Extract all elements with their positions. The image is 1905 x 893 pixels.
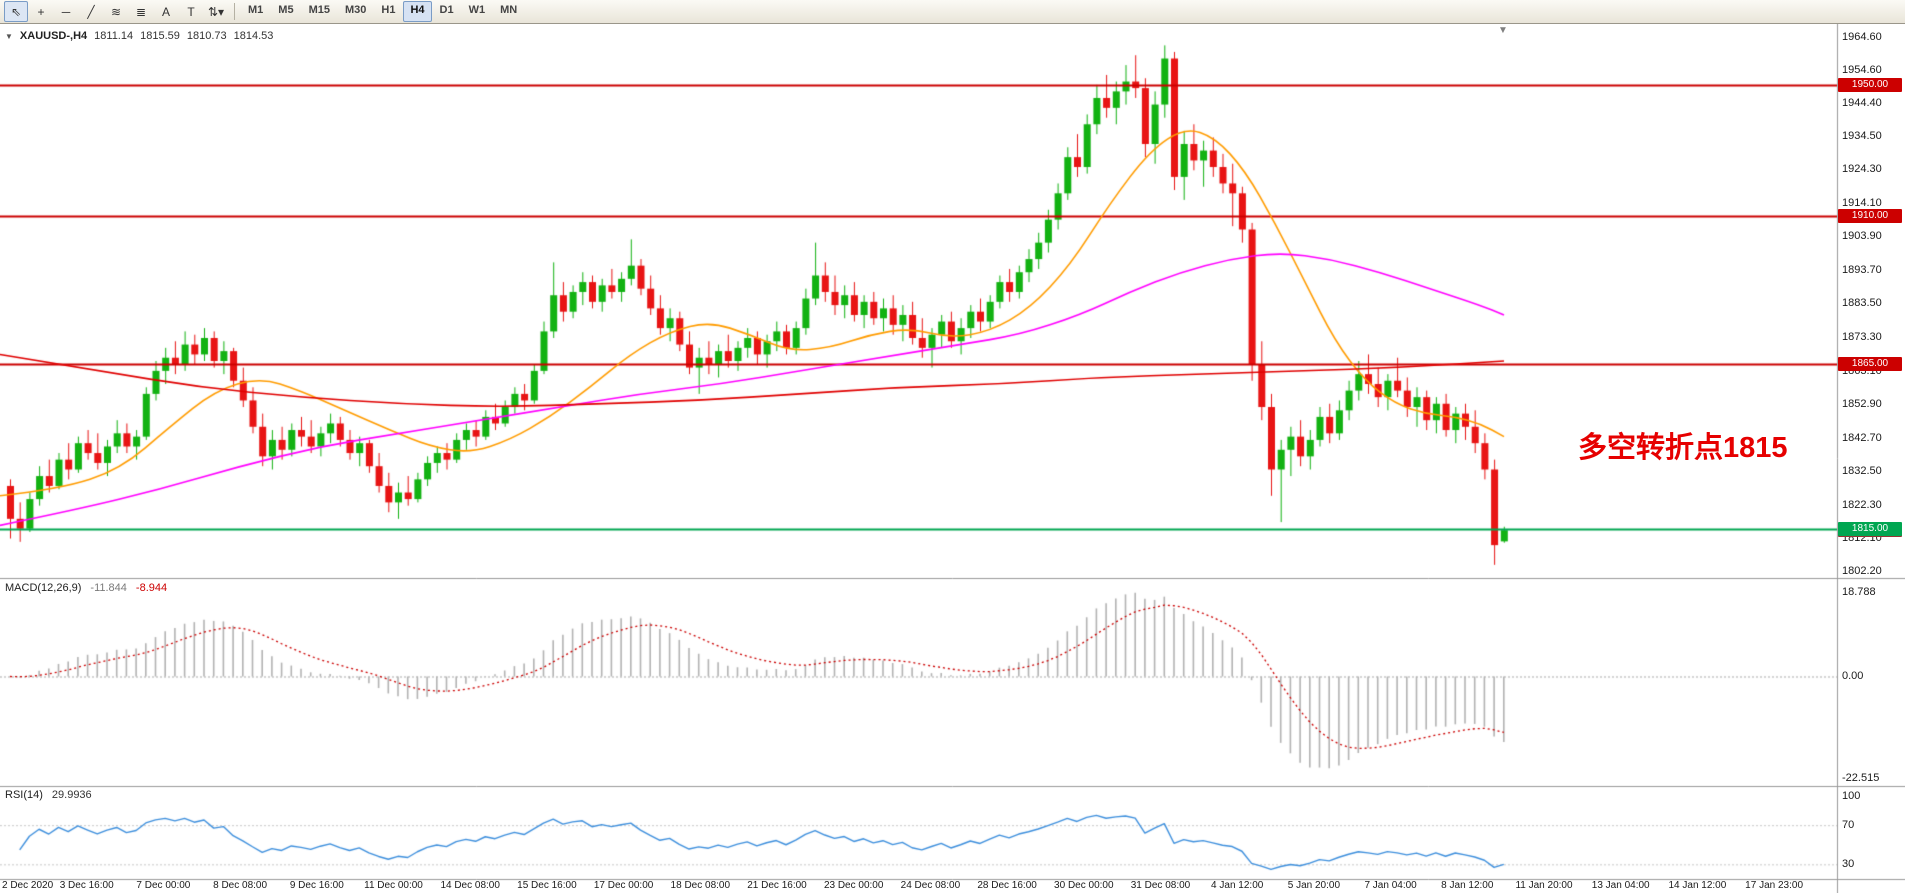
macd-signal-value: -8.944 — [135, 582, 168, 594]
rsi-value: 29.9936 — [51, 789, 92, 801]
time-axis-label: 17 Jan 23:00 — [1745, 880, 1804, 891]
time-axis-label: 9 Dec 16:00 — [289, 880, 344, 891]
time-axis-label: 31 Dec 08:00 — [1130, 880, 1191, 891]
time-axis-label: 8 Jan 12:00 — [1441, 880, 1494, 891]
price-tag-1910.00: 1910.00 — [1838, 209, 1902, 224]
price-axis-tick: 1944.40 — [1842, 97, 1882, 110]
rsi-axis-tick: 100 — [1842, 789, 1861, 802]
time-axis-label: 13 Jan 04:00 — [1591, 880, 1650, 891]
price-axis-tick: 1852.90 — [1842, 398, 1882, 411]
time-axis-label: 3 Dec 16:00 — [59, 880, 114, 891]
price-tag-1950.00: 1950.00 — [1838, 77, 1902, 92]
timeframe-w1-button[interactable]: W1 — [468, 4, 486, 16]
chart-shift-marker-icon: ▼ — [1498, 25, 1508, 36]
objects-list-tool-button[interactable]: ≣ — [135, 4, 147, 19]
time-axis-label: 7 Dec 00:00 — [136, 880, 191, 891]
time-axis-label: 18 Dec 08:00 — [670, 880, 731, 891]
time-axis-label: 5 Jan 20:00 — [1287, 880, 1341, 891]
timeframe-mn-button[interactable]: MN — [500, 4, 518, 16]
bar-low-value: 1810.73 — [186, 30, 227, 42]
fibonacci-tool-button[interactable]: ≋ — [110, 4, 122, 19]
drawing-tools-toolbar: ⇖ + ─ ╱ ≋ ≣ A T ⇅▾ — [4, 1, 228, 22]
symbol-dropdown-icon[interactable]: ▼ — [5, 31, 13, 41]
price-axis-tick: 1883.50 — [1842, 297, 1882, 310]
timeframe-d1-button[interactable]: D1 — [439, 4, 454, 16]
time-axis-label: 30 Dec 00:00 — [1054, 880, 1114, 891]
timeframe-h1-button[interactable]: H1 — [381, 4, 396, 16]
time-axis-label: 14 Dec 08:00 — [440, 880, 500, 891]
chart-area: ▼ XAUUSD-,H4 1811.14 1815.59 1810.73 181… — [0, 24, 1905, 893]
price-axis-tick: 1924.30 — [1842, 163, 1882, 176]
cursor-tool-button[interactable]: ⇖ — [4, 1, 28, 22]
symbol-ohlc-header: ▼ XAUUSD-,H4 1811.14 1815.59 1810.73 181… — [5, 30, 273, 42]
price-axis-tick: 1914.10 — [1842, 196, 1882, 209]
price-chart-canvas[interactable] — [0, 24, 1905, 893]
bar-high-value: 1815.59 — [140, 30, 180, 42]
time-axis-label: 21 Dec 16:00 — [747, 880, 807, 891]
arrow-objects-tool-button[interactable]: ⇅▾ — [207, 4, 225, 19]
toolbar: ⇖ + ─ ╱ ≋ ≣ A T ⇅▾ M1 M5 M15 M30 H1 H4 D1 W1 MN — [0, 0, 1905, 24]
price-axis-tick: 1832.50 — [1842, 465, 1882, 478]
symbol-name: XAUUSD-,H4 — [19, 30, 88, 42]
macd-value: -11.844 — [90, 582, 127, 594]
timeframe-h4-button[interactable]: H4 — [403, 1, 432, 22]
time-axis-label: 24 Dec 08:00 — [900, 880, 961, 891]
text-tool-button[interactable]: A — [161, 4, 170, 19]
time-axis-label: 17 Dec 00:00 — [593, 880, 654, 891]
bar-open-value: 1811.14 — [94, 30, 134, 42]
time-axis-label: 4 Jan 12:00 — [1211, 880, 1264, 891]
trendline-tool-button[interactable]: ╱ — [87, 4, 95, 19]
time-axis-label: 11 Jan 20:00 — [1515, 880, 1573, 891]
timeframe-m5-button[interactable]: M5 — [278, 4, 294, 16]
rsi-axis-tick: 70 — [1842, 819, 1855, 832]
timeframe-m30-button[interactable]: M30 — [344, 4, 367, 16]
price-axis-tick: 1842.70 — [1842, 431, 1882, 444]
time-axis-label: 15 Dec 16:00 — [517, 880, 577, 891]
rsi-indicator-label: RSI(14) 29.9936 — [5, 789, 92, 801]
macd-axis-tick: -22.515 — [1842, 771, 1880, 784]
time-axis-label: 11 Dec 00:00 — [364, 880, 423, 891]
price-axis[interactable]: 1964.60 1954.60 1944.40 1934.50 1924.30 1914.… — [1837, 24, 1905, 879]
price-axis-tick: 1954.60 — [1842, 63, 1882, 76]
price-axis-tick: 1802.20 — [1842, 564, 1882, 577]
macd-indicator-label: MACD(12,26,9) -11.844 -8.944 — [5, 582, 167, 594]
price-axis-tick: 1873.30 — [1842, 331, 1882, 343]
time-axis-label: 23 Dec 00:00 — [823, 880, 884, 891]
crosshair-tool-button[interactable]: + — [37, 4, 45, 19]
time-axis-label: 8 Dec 08:00 — [213, 880, 268, 891]
macd-axis-tick: 18.788 — [1842, 585, 1876, 598]
bar-close-value: 1814.53 — [233, 30, 274, 42]
macd-title: MACD(12,26,9) — [5, 582, 82, 594]
macd-axis-tick: 0.00 — [1842, 670, 1864, 683]
price-tag-1865.00: 1865.00 — [1838, 357, 1902, 372]
annotation-text[interactable]: 多空转折点1815 — [1578, 432, 1788, 464]
timeframe-m15-button[interactable]: M15 — [308, 4, 330, 16]
time-axis-label: 2 Dec 2020 — [2, 880, 54, 891]
timeframe-m1-button[interactable]: M1 — [248, 4, 264, 16]
time-axis[interactable]: 2 Dec 2020 3 Dec 16:00 7 Dec 00:00 8 Dec 08… — [0, 879, 1837, 893]
price-axis-tick: 1903.90 — [1842, 230, 1882, 243]
time-axis-label: 14 Jan 12:00 — [1668, 880, 1727, 891]
toolbar-separator — [234, 3, 235, 20]
label-tool-button[interactable]: T — [187, 4, 195, 19]
price-axis-tick: 1893.70 — [1842, 263, 1882, 276]
price-axis-tick: 1964.60 — [1842, 30, 1882, 43]
timeframe-toolbar: M1 M5 M15 M30 H1 H4 D1 W1 MN — [241, 1, 524, 22]
rsi-title: RSI(14) — [5, 789, 43, 801]
rsi-axis-tick: 30 — [1842, 858, 1855, 871]
price-axis-tick: 1822.30 — [1842, 498, 1882, 511]
price-axis-tick: 1934.50 — [1842, 129, 1882, 142]
time-axis-label: 7 Jan 04:00 — [1364, 880, 1417, 891]
horizontal-line-tool-button[interactable]: ─ — [61, 4, 71, 19]
time-axis-label: 28 Dec 16:00 — [977, 880, 1037, 891]
price-tag-1815.00: 1815.00 — [1838, 521, 1902, 536]
